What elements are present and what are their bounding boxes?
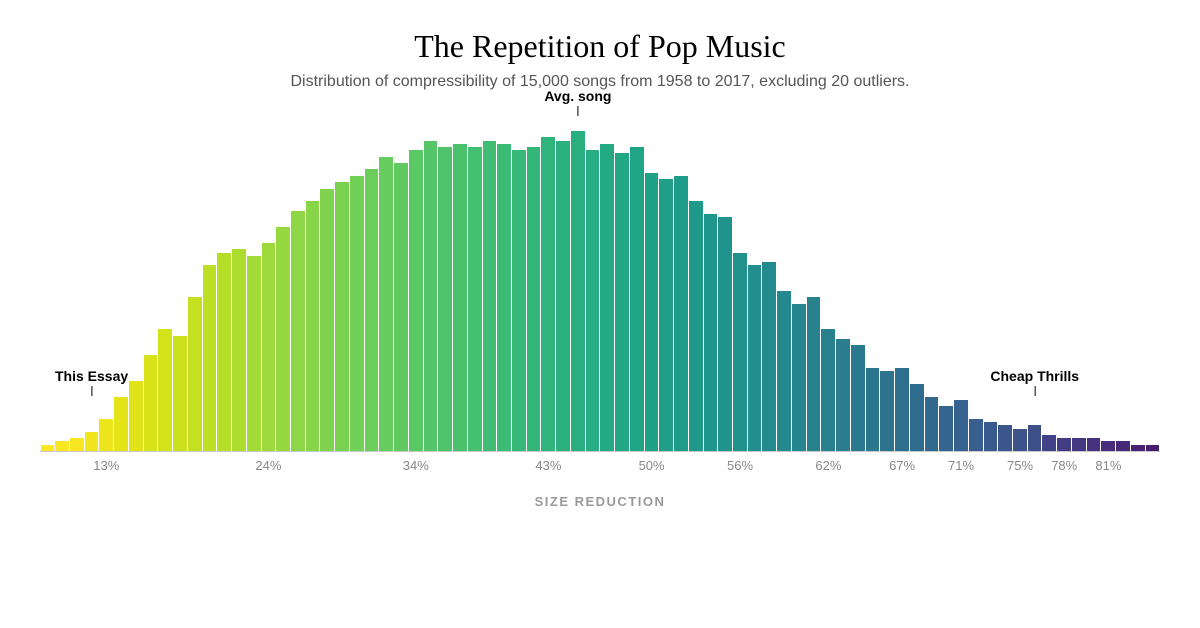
histogram-bar [306, 201, 320, 451]
x-axis-tick: 71% [948, 458, 974, 473]
histogram-bar [571, 131, 585, 451]
histogram-bar [453, 144, 467, 451]
histogram-bar [1087, 438, 1101, 451]
x-axis-tick: 78% [1051, 458, 1077, 473]
histogram-bar [1042, 435, 1056, 451]
histogram-bar [954, 400, 968, 451]
histogram-bar [792, 304, 806, 451]
histogram-bar [512, 150, 526, 451]
x-axis-label: SIZE REDUCTION [40, 494, 1160, 509]
histogram-bar [320, 189, 334, 451]
histogram-bar [379, 157, 393, 451]
x-axis-tick: 67% [889, 458, 915, 473]
histogram-bar [173, 336, 187, 451]
histogram-bar [851, 345, 865, 451]
chart-annotation: Avg. song [544, 88, 611, 116]
histogram-bar [541, 137, 555, 451]
x-axis-tick: 24% [255, 458, 281, 473]
histogram-bar [99, 419, 113, 451]
histogram-bar [409, 150, 423, 451]
histogram-bar [262, 243, 276, 451]
histogram-bar [659, 179, 673, 451]
histogram-bar [1101, 441, 1115, 451]
x-axis-tick: 56% [727, 458, 753, 473]
chart-annotation: Cheap Thrills [990, 368, 1079, 396]
histogram-bar [807, 297, 821, 451]
histogram-bar [203, 265, 217, 451]
histogram-bar [335, 182, 349, 451]
histogram-bar [247, 256, 261, 451]
histogram-bar [645, 173, 659, 451]
histogram-bar [468, 147, 482, 451]
chart-title: The Repetition of Pop Music [0, 28, 1200, 65]
histogram-bar [762, 262, 776, 451]
x-axis-tick: 13% [93, 458, 119, 473]
histogram-bar [939, 406, 953, 451]
histogram-bar [925, 397, 939, 451]
histogram-bar [630, 147, 644, 451]
histogram-bar [1013, 429, 1027, 451]
histogram-bar [114, 397, 128, 451]
histogram-bar [674, 176, 688, 451]
histogram-bar [998, 425, 1012, 451]
histogram-bar [158, 329, 172, 451]
histogram-bar [188, 297, 202, 451]
histogram-bar [880, 371, 894, 451]
x-axis-tick: 43% [535, 458, 561, 473]
histogram-bar [129, 381, 143, 451]
x-axis: 13% 24% 34% 43% 50% 56% 62% 67% 71% 75% 78% 81% [40, 458, 1160, 480]
x-axis-tick: 62% [815, 458, 841, 473]
histogram-bar [41, 445, 55, 451]
x-axis-tick: 75% [1007, 458, 1033, 473]
histogram-bar [777, 291, 791, 451]
histogram-bar [984, 422, 998, 451]
histogram-bar [556, 141, 570, 451]
histogram-bar [1116, 441, 1130, 451]
histogram-bar [895, 368, 909, 451]
histogram-bar [748, 265, 762, 451]
histogram-bar [689, 201, 703, 451]
histogram-bar [217, 253, 231, 451]
histogram-bar [55, 441, 69, 451]
histogram-bar [600, 144, 614, 451]
histogram-bar [365, 169, 379, 451]
x-axis-tick: 81% [1095, 458, 1121, 473]
histogram-bars: This EssayAvg. songCheap Thrills [40, 131, 1160, 452]
histogram-bar [438, 147, 452, 451]
x-axis-tick: 50% [639, 458, 665, 473]
histogram-bar [424, 141, 438, 451]
histogram-bar [733, 253, 747, 451]
histogram-bar [527, 147, 541, 451]
histogram-bar [821, 329, 835, 451]
histogram-bar [70, 438, 84, 451]
chart-annotation: This Essay [55, 368, 128, 396]
histogram-bar [232, 249, 246, 451]
histogram-bar [836, 339, 850, 451]
histogram-bar [144, 355, 158, 451]
histogram-bar [615, 153, 629, 451]
x-axis-tick: 34% [403, 458, 429, 473]
histogram-bar [276, 227, 290, 451]
histogram-bar [85, 432, 99, 451]
histogram-bar [1028, 425, 1042, 451]
histogram-bar [497, 144, 511, 451]
histogram-bar [910, 384, 924, 451]
histogram-bar [704, 214, 718, 451]
histogram-bar [1057, 438, 1071, 451]
histogram-bar [1131, 445, 1145, 451]
histogram-bar [969, 419, 983, 451]
histogram-bar [866, 368, 880, 451]
histogram-bar [350, 176, 364, 451]
histogram-bar [394, 163, 408, 451]
histogram-bar [1072, 438, 1086, 451]
histogram-bar [483, 141, 497, 451]
histogram-bar [718, 217, 732, 451]
histogram-bar [1146, 445, 1160, 451]
histogram-bar [291, 211, 305, 451]
histogram-bar [586, 150, 600, 451]
chart-area: This EssayAvg. songCheap Thrills 13% 24% 3… [40, 131, 1160, 509]
